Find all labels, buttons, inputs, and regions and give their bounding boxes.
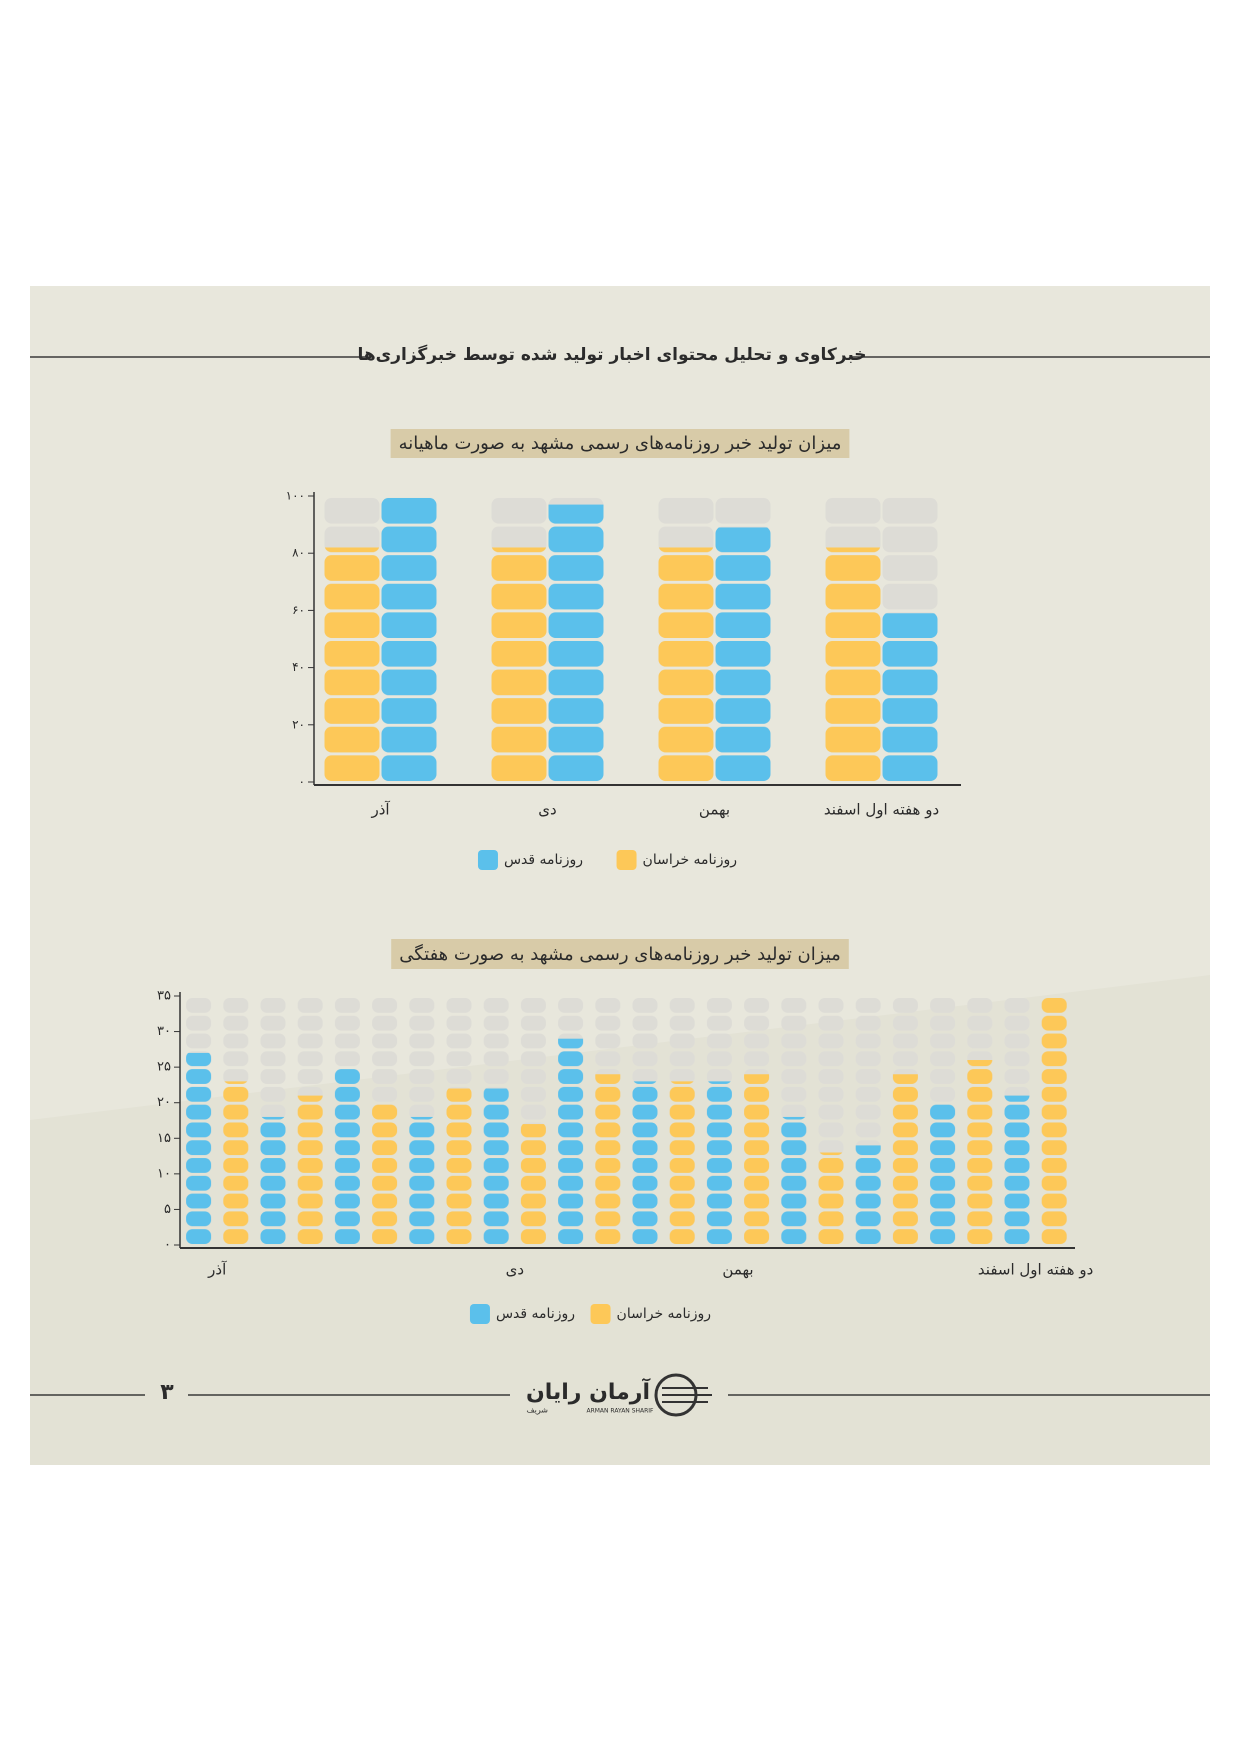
y-tick-label: ۲۵ bbox=[157, 1060, 171, 1075]
bar bbox=[715, 527, 771, 782]
bar bbox=[855, 1145, 881, 1245]
bar bbox=[825, 547, 881, 782]
bar bbox=[446, 1088, 472, 1245]
x-tick-label: دی bbox=[538, 801, 556, 819]
chart-title-box bbox=[391, 939, 849, 969]
bar bbox=[483, 1088, 509, 1245]
y-tick-label: ۰ bbox=[164, 1238, 171, 1253]
x-tick-label: دی bbox=[506, 1261, 524, 1279]
bar bbox=[632, 1081, 658, 1245]
x-tick-label: بهمن bbox=[722, 1261, 753, 1279]
bar bbox=[706, 1081, 732, 1245]
legend-label: روزنامه قدس bbox=[496, 1306, 575, 1322]
logo-name: آرمان رایان bbox=[526, 1377, 650, 1405]
x-tick-label: آذر bbox=[207, 1261, 227, 1279]
bar bbox=[744, 1074, 770, 1245]
y-tick-label: ۶۰ bbox=[292, 603, 305, 617]
bar bbox=[491, 547, 547, 782]
bar bbox=[324, 547, 380, 782]
bar bbox=[658, 547, 714, 782]
logo: آرمان رایان شریف ARMAN RAYAN SHARIF bbox=[526, 1373, 712, 1417]
y-tick-label: ۸۰ bbox=[292, 546, 305, 560]
header-title: خبرکاوی و تحلیل محتوای اخبار تولید شده ت… bbox=[357, 344, 866, 365]
bar bbox=[781, 1116, 807, 1245]
bar bbox=[260, 1116, 286, 1245]
bar bbox=[409, 1116, 435, 1245]
chart-title-box bbox=[390, 429, 850, 458]
y-tick-label: ۲۰ bbox=[292, 717, 305, 731]
y-tick-label: ۱۵ bbox=[157, 1131, 171, 1146]
bar bbox=[930, 1102, 956, 1245]
bar bbox=[548, 504, 604, 782]
legend-swatch bbox=[469, 1304, 490, 1324]
logo-latin: ARMAN RAYAN SHARIF bbox=[586, 1408, 654, 1415]
x-tick-label: بهمن bbox=[699, 801, 730, 819]
bar bbox=[223, 1081, 249, 1245]
chart-title: میزان تولید خبر روزنامه‌های رسمی مشهد به… bbox=[399, 943, 841, 965]
bar bbox=[334, 1067, 360, 1245]
y-tick-label: ۳۵ bbox=[157, 989, 171, 1004]
y-tick-label: ۴۰ bbox=[292, 660, 305, 674]
bar bbox=[967, 1060, 993, 1245]
bar bbox=[520, 1124, 546, 1245]
legend-label: روزنامه خراسان bbox=[617, 1306, 711, 1322]
bar bbox=[669, 1081, 695, 1245]
chart-title: میزان تولید خبر روزنامه‌های رسمی مشهد به… bbox=[399, 433, 842, 454]
bar bbox=[186, 1052, 212, 1245]
x-tick-label: آذر bbox=[370, 801, 390, 819]
x-tick-label: دو هفته اول اسفند bbox=[978, 1261, 1093, 1279]
bar bbox=[558, 1038, 584, 1245]
legend-label: روزنامه قدس bbox=[504, 852, 583, 868]
bar bbox=[595, 1074, 621, 1245]
bar bbox=[882, 613, 938, 782]
bar bbox=[1004, 1095, 1030, 1245]
legend-label: روزنامه خراسان bbox=[643, 852, 737, 868]
y-tick-label: ۱۰ bbox=[157, 1166, 171, 1181]
y-tick-label: ۰ bbox=[299, 775, 305, 789]
page-number: ۳ bbox=[160, 1380, 174, 1405]
bar bbox=[372, 1102, 398, 1245]
x-tick-label: دو هفته اول اسفند bbox=[824, 801, 939, 819]
legend-swatch bbox=[590, 1304, 611, 1324]
bar bbox=[892, 1074, 918, 1245]
bar bbox=[818, 1152, 844, 1245]
bar bbox=[297, 1095, 323, 1245]
y-tick-label: ۵ bbox=[164, 1202, 171, 1217]
bar bbox=[1041, 996, 1067, 1245]
y-tick-label: ۳۰ bbox=[157, 1024, 171, 1039]
bar bbox=[381, 496, 437, 782]
legend-swatch bbox=[616, 850, 637, 870]
logo-subname: شریف bbox=[526, 1406, 548, 1415]
y-tick-label: ۲۰ bbox=[157, 1095, 171, 1110]
legend-swatch bbox=[477, 850, 498, 870]
y-tick-label: ۱۰۰ bbox=[286, 489, 305, 503]
